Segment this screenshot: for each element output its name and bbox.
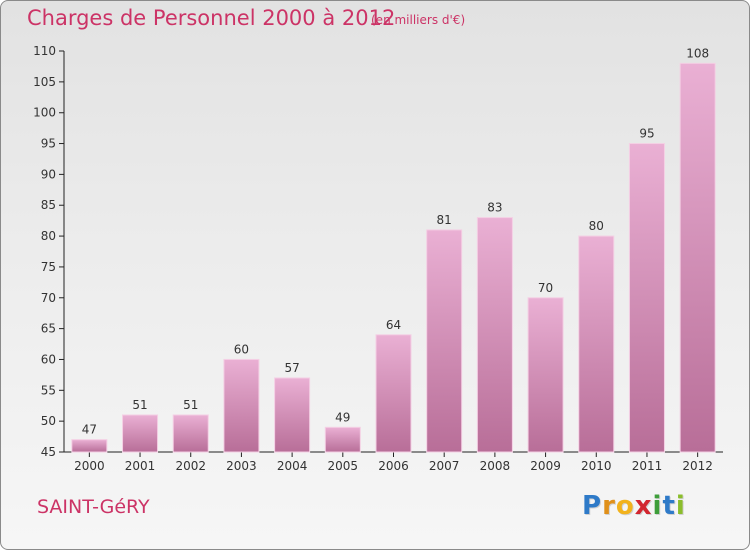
x-tick-label: 2011: [632, 459, 663, 473]
bar-2003: [223, 358, 260, 453]
commune-name: SAINT-GéRY: [37, 496, 150, 518]
y-tick-label: 70: [41, 291, 56, 305]
proxiti-logo: Proxiti: [582, 491, 686, 521]
x-tick-label: 2003: [226, 459, 257, 473]
y-tick-label: 50: [41, 414, 56, 428]
y-tick-label: 45: [41, 445, 56, 459]
bar-2001: [122, 414, 159, 453]
x-tick-label: 2008: [480, 459, 511, 473]
bar-value-label: 57: [284, 361, 299, 375]
x-tick-label: 2001: [125, 459, 156, 473]
bar-value-label: 51: [132, 398, 147, 412]
x-tick-label: 2006: [378, 459, 409, 473]
y-tick-label: 55: [41, 383, 56, 397]
bar-2004: [274, 377, 311, 453]
y-tick-label: 60: [41, 352, 56, 366]
logo-letter: r: [602, 491, 616, 521]
logo-letter: x: [634, 491, 653, 521]
x-tick-label: 2009: [530, 459, 561, 473]
y-tick-label: 105: [33, 75, 56, 89]
x-tick-label: 2004: [277, 459, 308, 473]
bar-2000: [71, 439, 108, 453]
logo-letter: t: [662, 491, 676, 521]
bar-value-label: 108: [686, 46, 709, 60]
chart-title: Charges de Personnel 2000 à 2012: [27, 6, 396, 30]
bar-2012: [679, 62, 716, 453]
bar-value-label: 47: [82, 423, 97, 437]
y-tick-label: 110: [33, 44, 56, 58]
logo-letter: o: [615, 491, 635, 521]
y-tick-label: 80: [41, 229, 56, 243]
x-tick-label: 2012: [682, 459, 713, 473]
bar-2005: [324, 426, 361, 453]
bar-2007: [426, 229, 463, 453]
bar-2010: [578, 235, 615, 453]
y-tick-label: 90: [41, 167, 56, 181]
bar-2011: [628, 143, 665, 453]
logo-letter: i: [652, 491, 663, 521]
bar-value-label: 51: [183, 398, 198, 412]
y-tick-label: 65: [41, 322, 56, 336]
y-tick-label: 75: [41, 260, 56, 274]
bar-value-label: 83: [487, 201, 502, 215]
bar-2009: [527, 297, 564, 453]
x-tick-label: 2005: [328, 459, 359, 473]
bar-value-label: 64: [386, 318, 401, 332]
bar-2002: [172, 414, 209, 453]
x-tick-label: 2007: [429, 459, 460, 473]
bar-value-label: 80: [589, 219, 604, 233]
bar-2008: [476, 217, 513, 453]
bar-2006: [375, 334, 412, 453]
bar-value-label: 60: [234, 342, 249, 356]
logo-letter: i: [675, 491, 686, 521]
bar-value-label: 81: [437, 213, 452, 227]
logo-letter: P: [582, 491, 603, 521]
bar-value-label: 95: [639, 127, 654, 141]
x-tick-label: 2000: [74, 459, 105, 473]
x-tick-label: 2002: [175, 459, 206, 473]
y-tick-label: 100: [33, 106, 56, 120]
x-tick-label: 2010: [581, 459, 612, 473]
chart-subtitle: (en milliers d'€): [371, 13, 466, 27]
y-tick-label: 85: [41, 198, 56, 212]
y-tick-label: 95: [41, 137, 56, 151]
bar-value-label: 70: [538, 281, 553, 295]
bar-value-label: 49: [335, 410, 350, 424]
